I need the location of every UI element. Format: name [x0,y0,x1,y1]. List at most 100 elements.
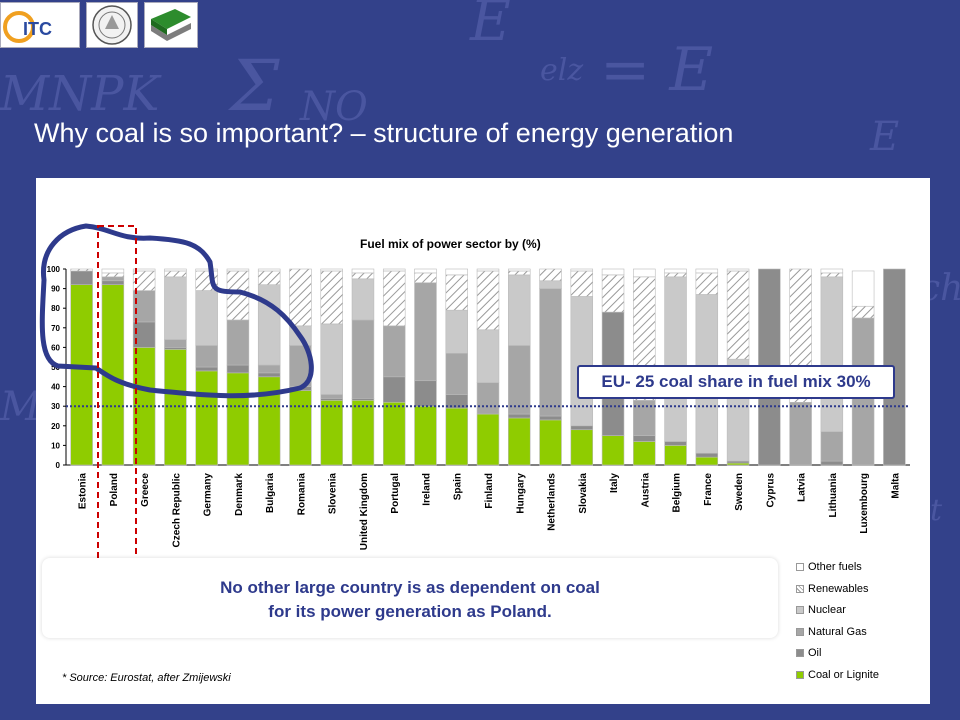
bar-segment-oil [382,376,406,403]
bar-segment-oil [70,270,93,285]
svg-text:t: t [930,493,943,528]
bar-segment-other-fuels [320,268,343,272]
bar-segment-nuclear [257,284,281,366]
bar-segment-renewables [695,272,719,295]
bar-segment-natural-gas [539,288,562,417]
bar-segment-oil [633,435,656,442]
y-tick-label: 80 [51,304,60,313]
bar-segment-nuclear [195,290,218,346]
y-tick-label: 90 [51,285,60,294]
callout-box: No other large country is as dependent o… [42,558,778,638]
bar-segment-coal-or-lignite [414,405,437,466]
x-tick-label: United Kingdom [359,473,370,550]
bar-segment-other-fuels [633,268,656,278]
bar-segment-other-fuels [851,270,875,307]
bar-segment-oil [820,460,844,466]
bar-segment-natural-gas [101,276,125,282]
bar-segment-other-fuels [132,268,156,272]
x-tick-label: Czech Republic [171,473,182,548]
x-tick-label: Hungary [515,473,526,514]
bar-segment-other-fuels [508,268,531,272]
bar-segment-oil [257,372,281,378]
bar-segment-nuclear [445,309,468,354]
bar-segment-natural-gas [195,345,218,368]
x-tick-label: Lithuania [828,473,839,518]
svg-text:elz: elz [540,53,583,88]
bar-segment-coal-or-lignite [195,370,218,466]
svg-text:Σ: Σ [227,45,280,127]
x-tick-label: Sweden [734,473,745,511]
bar-segment-oil [195,366,218,372]
x-tick-label: Romania [296,473,307,516]
legend-swatch [796,627,804,636]
bar-segment-renewables [320,270,343,325]
bar-segment-nuclear [164,276,187,340]
svg-text:NO: NO [299,84,368,130]
bar-segment-coal-or-lignite [601,435,625,466]
bar-segment-coal-or-lignite [320,400,343,466]
chart-title: Fuel mix of power sector by (%) [360,237,541,251]
bar-segment-nuclear [476,329,500,383]
bar-segment-coal-or-lignite [508,417,531,466]
legend-swatch [796,563,804,571]
bar-segment-coal-or-lignite [289,390,312,466]
legend-label: Oil [808,647,822,660]
bar-segment-coal-or-lignite [70,284,93,466]
bar-segment-nuclear [539,280,562,289]
x-tick-label: Denmark [234,473,245,516]
bar-segment-oil [414,380,437,407]
bar-segment-natural-gas [164,339,187,348]
bar-segment-renewables [539,268,562,282]
x-tick-label: Poland [109,473,120,506]
bar-segment-renewables [382,270,406,327]
bar-segment-natural-gas [382,325,406,378]
bar-segment-other-fuels [570,268,594,272]
bar-segment-coal-or-lignite [445,407,468,466]
y-tick-label: 100 [47,265,61,274]
bar-segment-natural-gas [320,394,343,399]
x-tick-label: Cyprus [765,473,776,508]
bar-segment-nuclear [320,323,343,395]
x-tick-label: Slovenia [328,473,339,515]
x-tick-label: Belgium [672,473,683,513]
legend-label: Nuclear [808,604,846,617]
bar-segment-renewables [508,270,531,276]
bar-segment-natural-gas [820,431,844,462]
legend-label: Natural Gas [808,625,867,638]
bar-segment-renewables [164,270,187,278]
bar-segment-renewables [289,268,312,327]
bar-segment-renewables [851,305,875,319]
slide-title: Why coal is so important? – structure of… [34,118,734,148]
y-tick-label: 0 [56,461,61,470]
x-tick-label: Finland [484,473,495,509]
callout-line-1: No other large country is as dependent o… [220,578,600,597]
x-tick-label: Spain [453,473,464,500]
y-tick-label: 40 [51,383,60,392]
bar-segment-coal-or-lignite [539,419,562,466]
x-tick-label: Netherlands [547,473,558,531]
university-seal-logo [86,2,138,48]
bar-segment-oil [570,425,594,431]
itc-logo: ITC [0,2,80,48]
bar-segment-oil [101,280,125,285]
bar-segment-oil [664,441,687,446]
bar-segment-renewables [570,270,594,297]
bar-segment-other-fuels [351,268,375,274]
bar-segment-other-fuels [226,268,250,272]
x-tick-label: Latvia [797,473,808,502]
bar-segment-other-fuels [414,268,437,274]
bar-segment-renewables [414,272,437,284]
x-tick-label: Slovakia [578,473,589,514]
legend-label: Renewables [808,582,869,595]
bar-segment-other-fuels [476,268,500,272]
svg-text:M: M [0,384,42,430]
svg-text:MNPK: MNPK [0,66,162,122]
bar-segment-renewables [445,274,468,311]
callout-line-2: for its power generation as Poland. [268,602,552,621]
legend-label: Coal or Lignite [808,669,879,681]
y-tick-label: 60 [51,343,60,352]
bar-segment-other-fuels [601,268,625,276]
bar-segment-natural-gas [132,290,156,323]
bar-segment-natural-gas [414,282,437,382]
bar-segment-oil [695,452,719,458]
